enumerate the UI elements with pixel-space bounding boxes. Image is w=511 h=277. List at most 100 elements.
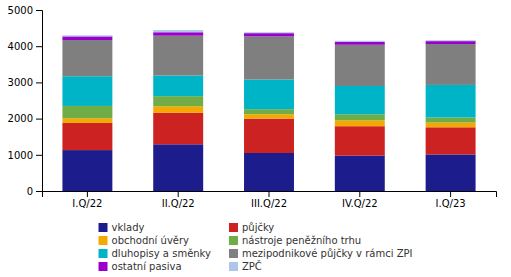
bars (62, 30, 475, 191)
bar (153, 144, 203, 191)
legend: vklady půjčky obchodní úvěry nástroje peněž… (99, 222, 413, 272)
bar (153, 106, 203, 113)
tick-label: II.Q/22 (162, 198, 195, 209)
bar (335, 114, 385, 120)
series (62, 113, 475, 156)
bar (62, 106, 112, 118)
legend-item: dluhopisy a směnky (99, 248, 212, 259)
tick: 2000 (8, 113, 42, 124)
tick-mark (36, 82, 42, 83)
bar (62, 76, 112, 106)
bar (335, 156, 385, 191)
legend-swatch (229, 223, 238, 232)
series (62, 30, 475, 42)
bar (62, 35, 112, 36)
legend-label: mezipodnikové půjčky v rámci ZPI (242, 248, 413, 259)
bar (426, 44, 476, 85)
bar (244, 109, 294, 114)
bar (153, 76, 203, 97)
legend-swatch (229, 262, 238, 271)
tick-mark (359, 191, 360, 197)
bar (244, 119, 294, 153)
tick-mark (36, 191, 42, 192)
legend-swatch (229, 236, 238, 245)
bar (153, 30, 203, 32)
bar (153, 113, 203, 144)
tick-label: 2000 (8, 113, 33, 124)
axis-line (36, 11, 43, 192)
y-axis: 0 1000 2000 3000 4000 5000 (8, 5, 43, 197)
tick: 0 (27, 186, 42, 197)
bar (62, 123, 112, 150)
series (62, 106, 475, 127)
bar (335, 86, 385, 114)
tick: II.Q/22 (162, 191, 195, 209)
tick-mark (269, 191, 270, 197)
bar (426, 154, 476, 191)
bar (62, 150, 112, 191)
tick-label: I.Q/22 (72, 198, 102, 209)
series (62, 76, 475, 118)
tick: III.Q/22 (251, 191, 287, 209)
axis-line (43, 192, 497, 198)
bar (244, 32, 294, 34)
tick-label: 5000 (8, 5, 33, 16)
plot: 0 1000 2000 3000 4000 5000 I.Q/22 II.Q/22 III.Q/… (8, 5, 497, 209)
legend-item: ostatní pasiva (99, 261, 182, 272)
tick: 5000 (8, 5, 42, 16)
bar (153, 96, 203, 106)
tick-label: I.Q/23 (436, 198, 466, 209)
legend-item: nástroje peněžního trhu (229, 235, 361, 246)
tick-mark (36, 155, 42, 156)
tick-label: 3000 (8, 77, 33, 88)
legend-swatch (229, 249, 238, 258)
legend-item: ZPČ (229, 260, 262, 272)
tick-mark (36, 10, 42, 11)
tick-label: 1000 (8, 150, 33, 161)
legend-label: nástroje peněžního trhu (242, 235, 361, 246)
bar (426, 118, 476, 123)
chart: 0 1000 2000 3000 4000 5000 I.Q/22 II.Q/22 III.Q/… (0, 0, 511, 277)
bar (426, 123, 476, 128)
bar (244, 114, 294, 118)
legend-swatch (99, 249, 108, 258)
tick-mark (87, 191, 88, 197)
legend-label: dluhopisy a směnky (112, 248, 212, 259)
legend-label: ZPČ (242, 260, 262, 272)
bar (426, 85, 476, 118)
legend-item: mezipodnikové půjčky v rámci ZPI (229, 248, 413, 259)
tick: 4000 (8, 41, 42, 52)
bar (335, 42, 385, 45)
bar (153, 36, 203, 76)
bar (153, 32, 203, 35)
tick-mark (36, 119, 42, 120)
bar (244, 80, 294, 110)
legend-swatch (99, 262, 108, 271)
legend-swatch (99, 236, 108, 245)
tick-label: 4000 (8, 41, 33, 52)
tick: 3000 (8, 77, 42, 88)
bar (244, 36, 294, 79)
tick-label: IV.Q/22 (342, 198, 378, 209)
series (62, 36, 475, 86)
bar (62, 40, 112, 76)
bar (62, 36, 112, 40)
legend-item: půjčky (229, 222, 274, 233)
tick-label: 0 (27, 186, 33, 197)
legend-item: obchodní úvěry (99, 235, 190, 246)
bar (244, 153, 294, 191)
bar (426, 41, 476, 44)
bar (426, 127, 476, 154)
bar (335, 41, 385, 42)
tick-mark (450, 191, 451, 197)
bar (335, 45, 385, 86)
tick-label: III.Q/22 (251, 198, 287, 209)
tick: 1000 (8, 150, 42, 161)
legend-label: obchodní úvěry (112, 235, 190, 246)
bar (62, 118, 112, 123)
tick: I.Q/22 (72, 191, 102, 209)
legend-label: ostatní pasiva (112, 261, 182, 272)
series (62, 32, 475, 44)
legend-label: půjčky (242, 222, 274, 233)
legend-item: vklady (99, 222, 145, 233)
